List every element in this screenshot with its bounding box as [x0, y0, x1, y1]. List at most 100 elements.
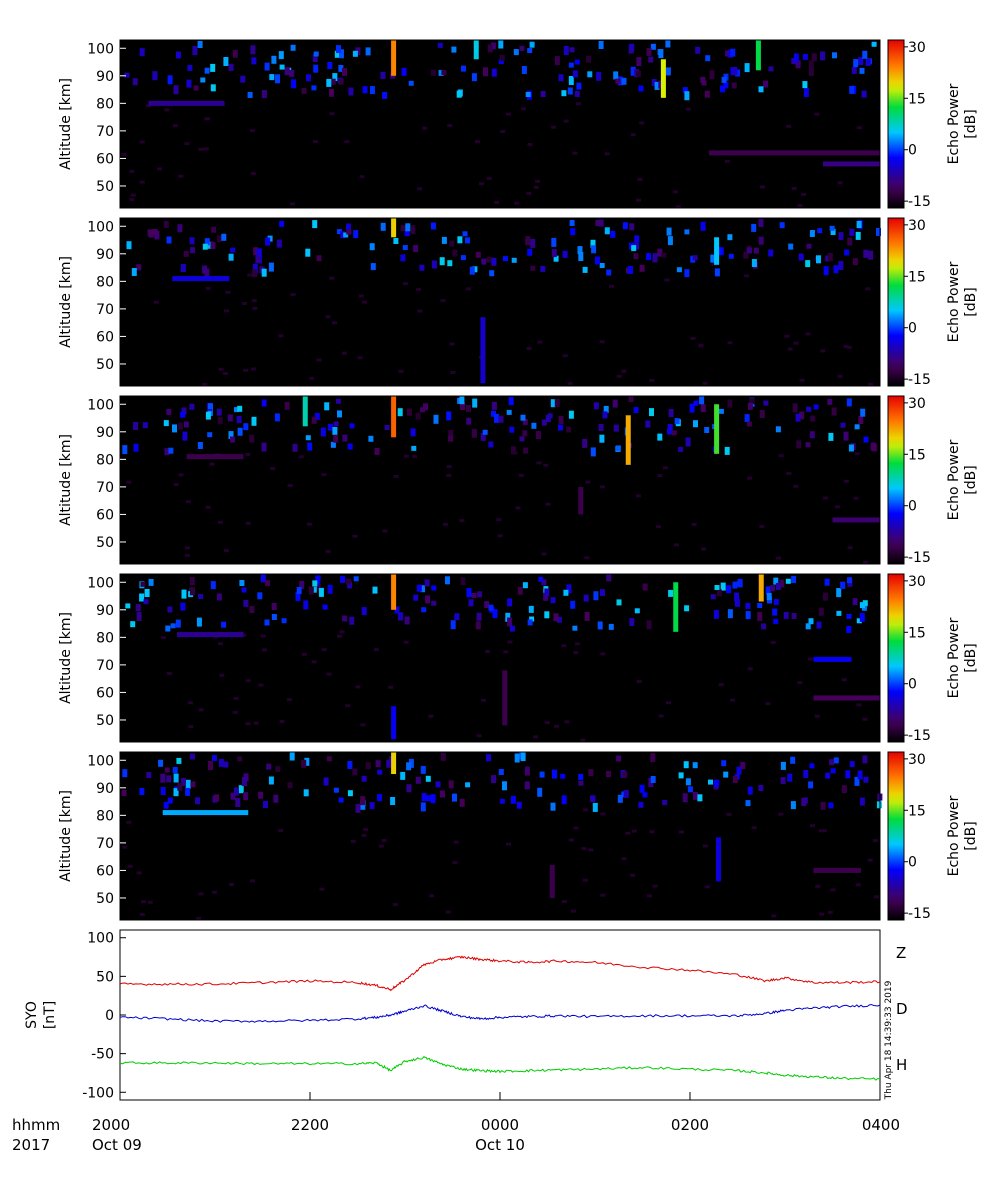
echo-speckle: [702, 844, 708, 848]
colorbar-frame: [887, 39, 905, 209]
echo-speckle: [168, 447, 174, 454]
echo-speckle: [323, 777, 329, 786]
echo-speckle: [843, 431, 849, 441]
echo-speckle: [143, 599, 149, 605]
echo-speckle: [773, 618, 779, 624]
echo-speckle: [197, 41, 203, 48]
echo-speckle: [822, 592, 828, 601]
echo-speckle: [646, 620, 652, 630]
echo-speckle: [204, 117, 210, 121]
echo-speckle: [838, 261, 844, 270]
echo-speckle: [551, 237, 557, 247]
echo-speckle: [314, 412, 320, 420]
echo-speckle: [312, 54, 318, 62]
echo-layer: [832, 517, 880, 523]
echo-speckle: [365, 762, 371, 770]
y-tick-label: 50: [96, 713, 114, 729]
echo-speckle: [553, 255, 559, 262]
echo-speckle: [490, 42, 496, 50]
echo-speckle: [163, 220, 169, 228]
echo-speckle: [561, 90, 567, 97]
echo-speckle: [452, 249, 458, 257]
colorbar-tick-label: 30: [908, 396, 926, 412]
y-tick-label: 70: [96, 302, 114, 318]
echo-speckle: [318, 587, 324, 597]
colorbar-tick-label: 0: [908, 677, 917, 693]
echo-speckle: [509, 625, 515, 632]
x-tick-label: 0400: [862, 1116, 900, 1134]
echo-speckle: [573, 651, 579, 655]
echo-speckle: [793, 341, 799, 345]
echo-speckle: [793, 53, 799, 62]
echo-speckle: [697, 794, 703, 802]
x-axis-label-hhmm: hhmm: [12, 1116, 60, 1134]
echo-speckle: [745, 602, 751, 609]
colorbar-tick-label: 30: [908, 218, 926, 234]
echo-speckle: [326, 78, 332, 87]
echo-speckle: [649, 378, 655, 382]
echo-speckle: [759, 525, 765, 528]
echo-speckle: [250, 172, 256, 175]
echo-speckle: [778, 454, 784, 458]
echo-speckle: [273, 794, 279, 803]
y-tick-label: 50: [96, 357, 114, 373]
echo-speckle: [747, 402, 753, 410]
echo-speckle: [865, 287, 871, 291]
echo-speckle: [271, 55, 277, 64]
echo-speckle: [415, 412, 421, 420]
echo-speckle: [419, 264, 425, 271]
echo-speckle: [187, 64, 193, 71]
echo-speckle: [856, 221, 862, 228]
echo-speckle: [716, 589, 722, 597]
echo-speckle: [720, 85, 725, 93]
echo-speckle: [420, 765, 426, 774]
echo-speckle: [582, 266, 588, 273]
echo-speckle: [481, 258, 487, 265]
echo-speckle: [307, 442, 313, 451]
echo-speckle: [325, 315, 331, 319]
echo-speckle: [202, 243, 208, 250]
echo-speckle: [500, 130, 506, 133]
echo-speckle: [525, 236, 531, 246]
echo-speckle: [625, 831, 631, 835]
echo-speckle: [522, 582, 528, 589]
echo-speckle: [471, 73, 477, 82]
echo-speckle: [218, 520, 223, 524]
echo-speckle: [435, 781, 441, 788]
echo-speckle: [651, 79, 657, 86]
echo-speckle: [642, 792, 648, 798]
echo-speckle: [514, 753, 520, 763]
echo-column: [549, 864, 555, 898]
echo-speckle: [400, 771, 406, 780]
echo-speckle: [572, 625, 578, 631]
echo-speckle: [386, 759, 392, 768]
echo-speckle: [311, 660, 317, 664]
echo-speckle: [472, 398, 478, 408]
echo-speckle: [447, 124, 453, 127]
echo-speckle: [183, 250, 189, 257]
echo-speckle: [491, 68, 497, 77]
echo-speckle: [580, 738, 586, 742]
echo-speckle: [650, 753, 656, 763]
echo-speckle: [315, 583, 321, 591]
echo-speckle: [446, 473, 452, 477]
echo-speckle: [240, 75, 246, 83]
echo-speckle: [809, 763, 815, 769]
echo-speckle: [599, 434, 605, 443]
colorbar-tick-label: 15: [908, 803, 926, 819]
echo-speckle: [251, 367, 257, 371]
echo-speckle: [658, 80, 664, 89]
echo-speckle: [667, 236, 673, 246]
echo-speckle: [189, 587, 195, 596]
echo-speckle: [235, 798, 241, 807]
colorbar: [888, 574, 904, 742]
echo-speckle: [730, 698, 736, 702]
echo-speckle: [247, 92, 253, 98]
echo-speckle: [593, 402, 599, 410]
echo-speckle: [491, 259, 497, 264]
echo-speckle: [720, 582, 726, 591]
echo-speckle: [593, 591, 599, 601]
echo-speckle: [811, 53, 817, 62]
echo-speckle: [228, 63, 234, 71]
echo-speckle: [284, 401, 290, 410]
